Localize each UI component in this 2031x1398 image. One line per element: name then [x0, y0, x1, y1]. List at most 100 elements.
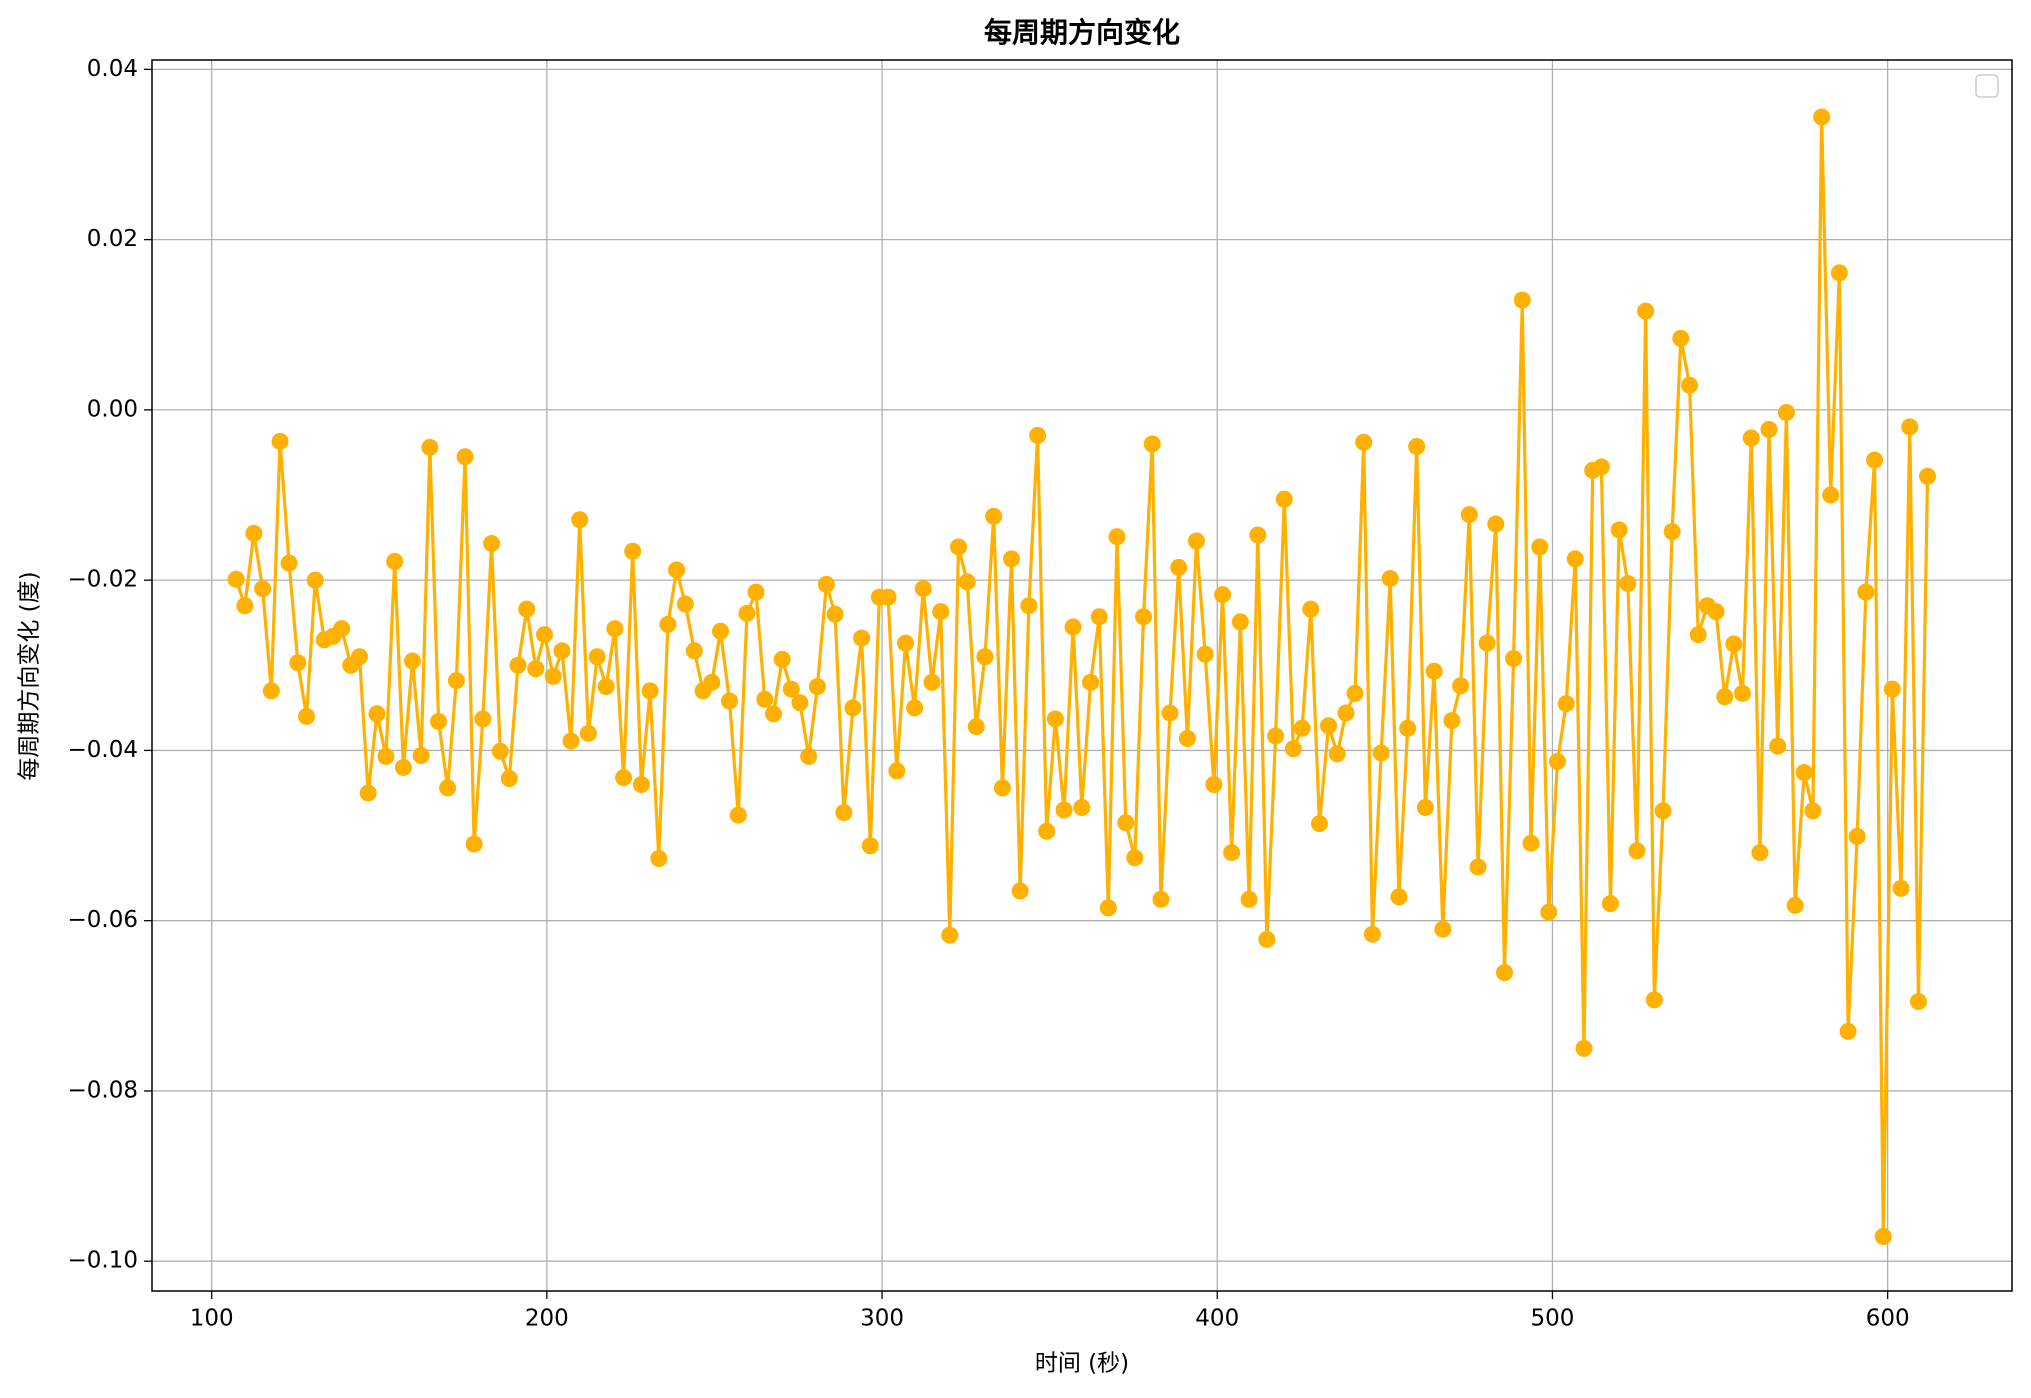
- data-point: [271, 432, 289, 450]
- data-point: [721, 692, 739, 710]
- data-point: [1874, 1228, 1892, 1246]
- data-point: [368, 705, 386, 723]
- data-point: [914, 580, 932, 598]
- data-point: [403, 652, 421, 670]
- data-point: [1839, 1022, 1857, 1040]
- data-point: [1161, 704, 1179, 722]
- data-point: [1240, 890, 1258, 908]
- data-point: [1425, 662, 1443, 680]
- data-point: [1046, 710, 1064, 728]
- data-point: [1117, 814, 1135, 832]
- data-point: [1011, 882, 1029, 900]
- data-point: [306, 571, 324, 589]
- data-point: [245, 524, 263, 542]
- data-point: [597, 678, 615, 696]
- data-point: [1320, 717, 1338, 735]
- data-point: [1223, 844, 1241, 862]
- data-point: [1178, 729, 1196, 747]
- data-point: [1073, 798, 1091, 816]
- data-point: [958, 573, 976, 591]
- data-point: [1064, 618, 1082, 636]
- data-point: [1725, 635, 1743, 653]
- data-point: [1575, 1039, 1593, 1057]
- data-point: [853, 629, 871, 647]
- data-point: [1029, 426, 1047, 444]
- data-point: [782, 680, 800, 698]
- data-point: [1390, 888, 1408, 906]
- y-tick-label: −0.10: [68, 1248, 138, 1274]
- data-point: [879, 588, 897, 606]
- data-point: [430, 712, 448, 730]
- plot-area: [227, 108, 1937, 1246]
- data-point: [1487, 515, 1505, 533]
- data-point: [835, 804, 853, 822]
- data-point: [483, 535, 501, 553]
- data-point: [888, 762, 906, 780]
- data-point: [1522, 834, 1540, 852]
- data-point: [1892, 879, 1910, 897]
- data-point: [632, 775, 650, 793]
- data-point: [1707, 603, 1725, 621]
- data-point: [377, 747, 395, 765]
- data-point: [861, 837, 879, 855]
- data-point: [1610, 521, 1628, 539]
- data-point: [1760, 420, 1778, 438]
- data-point: [1751, 844, 1769, 862]
- data-point: [1777, 403, 1795, 421]
- data-point: [1548, 752, 1566, 770]
- data-point: [333, 620, 351, 638]
- data-point: [421, 438, 439, 456]
- data-point: [1099, 899, 1117, 917]
- data-point: [747, 583, 765, 601]
- data-point: [518, 600, 536, 618]
- data-point: [1645, 991, 1663, 1009]
- data-point: [773, 650, 791, 668]
- chart-title: 每周期方向变化: [984, 16, 1180, 49]
- y-tick-label: 0.00: [87, 396, 138, 422]
- data-point: [1082, 673, 1100, 691]
- data-point: [1135, 608, 1153, 626]
- data-point: [993, 779, 1011, 797]
- data-point: [1126, 849, 1144, 867]
- x-tick-label: 200: [525, 1306, 569, 1332]
- data-point: [1857, 583, 1875, 601]
- data-point: [932, 603, 950, 621]
- data-point: [544, 667, 562, 685]
- data-point: [491, 742, 509, 760]
- data-point: [236, 597, 254, 615]
- data-point: [1742, 429, 1760, 447]
- data-point: [1813, 108, 1831, 126]
- data-point: [641, 682, 659, 700]
- data-point: [844, 699, 862, 717]
- x-tick-label: 100: [190, 1306, 234, 1332]
- data-point: [465, 835, 483, 853]
- data-point: [703, 673, 721, 691]
- data-point: [562, 732, 580, 750]
- x-tick-label: 300: [860, 1306, 904, 1332]
- y-tick-label: −0.04: [68, 737, 138, 763]
- data-point: [456, 448, 474, 466]
- data-point: [967, 718, 985, 736]
- data-point: [394, 758, 412, 776]
- data-point: [536, 626, 554, 644]
- x-tick-label: 400: [1195, 1306, 1239, 1332]
- data-point: [447, 672, 465, 690]
- data-point: [1399, 719, 1417, 737]
- data-point: [1478, 634, 1496, 652]
- data-point: [553, 642, 571, 660]
- data-point: [227, 570, 245, 588]
- data-point: [1496, 964, 1514, 982]
- data-point: [298, 707, 316, 725]
- data-point: [1363, 925, 1381, 943]
- data-point: [1196, 645, 1214, 663]
- data-point: [1108, 528, 1126, 546]
- data-point: [1434, 920, 1452, 938]
- data-point: [1284, 740, 1302, 758]
- data-point: [359, 784, 377, 802]
- data-point: [509, 656, 527, 674]
- data-point: [1566, 550, 1584, 568]
- data-point: [1267, 727, 1285, 745]
- data-point: [1557, 695, 1575, 713]
- y-tick-label: 0.04: [87, 56, 138, 82]
